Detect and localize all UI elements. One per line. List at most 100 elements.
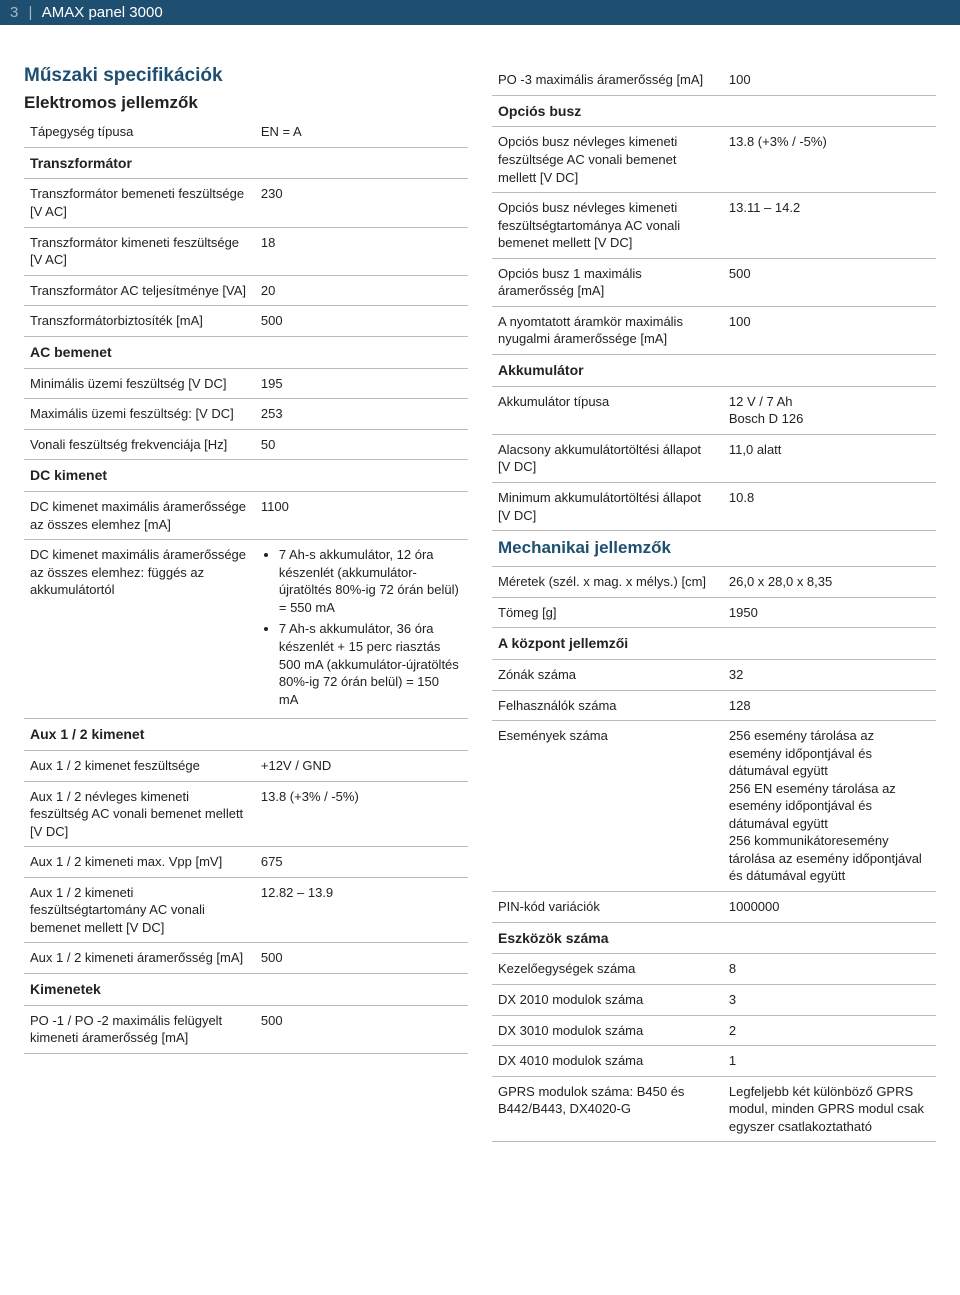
spec-value: 2 [723, 1015, 936, 1046]
spec-value: +12V / GND [255, 751, 468, 782]
spec-label: PO -1 / PO -2 maximális felügyelt kimene… [24, 1005, 255, 1053]
spec-label: Aux 1 / 2 kimenet feszültsége [24, 751, 255, 782]
spec-row: Maximális üzemi feszültség: [V DC]253 [24, 399, 468, 430]
spec-row: Tömeg [g]1950 [492, 597, 936, 628]
spec-subheader: AC bemenet [24, 336, 468, 368]
spec-row: PO -1 / PO -2 maximális felügyelt kimene… [24, 1005, 468, 1053]
spec-value: 1100 [255, 492, 468, 540]
spec-value: Legfeljebb két különböző GPRS modul, min… [723, 1076, 936, 1142]
spec-value: 7 Ah-s akkumulátor, 12 óra készenlét (ak… [255, 540, 468, 719]
spec-value: 12 V / 7 AhBosch D 126 [723, 386, 936, 434]
left-column: Műszaki specifikációk Elektromos jellemz… [24, 65, 468, 1142]
spec-bullet-item: 7 Ah-s akkumulátor, 36 óra készenlét + 1… [279, 620, 462, 708]
spec-row: Méretek (szél. x mag. x mélys.) [cm]26,0… [492, 567, 936, 598]
page-number: 3 [10, 4, 18, 21]
spec-subheader-label: A központ jellemzői [492, 628, 936, 660]
spec-subheader-label: Transzformátor [24, 147, 468, 179]
spec-label: Transzformátorbiztosíték [mA] [24, 306, 255, 337]
spec-label: Alacsony akkumulátortöltési állapot [V D… [492, 434, 723, 482]
spec-row: Opciós busz névleges kimeneti feszültség… [492, 127, 936, 193]
right-spec-table: PO -3 maximális áramerősség [mA]100Opció… [492, 65, 936, 1142]
spec-value: 1 [723, 1046, 936, 1077]
spec-row: Minimum akkumulátortöltési állapot [V DC… [492, 482, 936, 530]
spec-value: 675 [255, 847, 468, 878]
spec-label: Aux 1 / 2 névleges kimeneti feszültség A… [24, 781, 255, 847]
spec-row: Transzformátor AC teljesítménye [VA]20 [24, 275, 468, 306]
spec-row: Transzformátor bemeneti feszültsége [V A… [24, 179, 468, 227]
spec-label: PO -3 maximális áramerősség [mA] [492, 65, 723, 95]
spec-label: Maximális üzemi feszültség: [V DC] [24, 399, 255, 430]
spec-value: 195 [255, 368, 468, 399]
spec-subheader: DC kimenet [24, 460, 468, 492]
spec-row: Zónák száma32 [492, 660, 936, 691]
spec-value: 1000000 [723, 892, 936, 923]
spec-row: A nyomtatott áramkör maximális nyugalmi … [492, 306, 936, 354]
spec-label: Transzformátor AC teljesítménye [VA] [24, 275, 255, 306]
spec-subheader: A központ jellemzői [492, 628, 936, 660]
page-title: AMAX panel 3000 [42, 4, 163, 21]
spec-row: Események száma256 esemény tárolása az e… [492, 721, 936, 892]
spec-value: 12.82 – 13.9 [255, 877, 468, 943]
spec-subheader-label: Aux 1 / 2 kimenet [24, 719, 468, 751]
spec-subheader: Eszközök száma [492, 922, 936, 954]
spec-value: 32 [723, 660, 936, 691]
spec-label: Kezelőegységek száma [492, 954, 723, 985]
spec-row: Aux 1 / 2 névleges kimeneti feszültség A… [24, 781, 468, 847]
spec-label: Transzformátor kimeneti feszültsége [V A… [24, 227, 255, 275]
spec-row: Transzformátorbiztosíték [mA]500 [24, 306, 468, 337]
spec-row: Minimális üzemi feszültség [V DC]195 [24, 368, 468, 399]
spec-value: 230 [255, 179, 468, 227]
spec-label: Tápegység típusa [24, 117, 255, 147]
spec-row: DX 2010 modulok száma3 [492, 985, 936, 1016]
spec-row: Aux 1 / 2 kimeneti max. Vpp [mV]675 [24, 847, 468, 878]
spec-row: Transzformátor kimeneti feszültsége [V A… [24, 227, 468, 275]
spec-value: 128 [723, 690, 936, 721]
spec-value: 3 [723, 985, 936, 1016]
spec-section-heading: Mechanikai jellemzők [492, 531, 936, 567]
spec-value: 11,0 alatt [723, 434, 936, 482]
spec-label: Méretek (szél. x mag. x mélys.) [cm] [492, 567, 723, 598]
spec-value: 100 [723, 65, 936, 95]
spec-subheader-label: AC bemenet [24, 336, 468, 368]
spec-row: Opciós busz 1 maximális áramerősség [mA]… [492, 258, 936, 306]
top-separator: | [29, 4, 33, 21]
spec-value: 1950 [723, 597, 936, 628]
left-spec-table: Tápegység típusaEN = ATranszformátorTran… [24, 117, 468, 1054]
right-column: PO -3 maximális áramerősség [mA]100Opció… [492, 65, 936, 1142]
spec-row: Aux 1 / 2 kimeneti feszültségtartomány A… [24, 877, 468, 943]
spec-label: Opciós busz névleges kimeneti feszültség… [492, 127, 723, 193]
electrical-heading: Elektromos jellemzők [24, 93, 468, 113]
spec-value: 18 [255, 227, 468, 275]
spec-bullet-item: 7 Ah-s akkumulátor, 12 óra készenlét (ak… [279, 546, 462, 616]
spec-label: DX 3010 modulok száma [492, 1015, 723, 1046]
spec-label: PIN-kód variációk [492, 892, 723, 923]
spec-row: DX 3010 modulok száma2 [492, 1015, 936, 1046]
spec-label: Opciós busz névleges kimeneti feszültség… [492, 193, 723, 259]
spec-value: 50 [255, 429, 468, 460]
spec-subheader: Aux 1 / 2 kimenet [24, 719, 468, 751]
spec-label: A nyomtatott áramkör maximális nyugalmi … [492, 306, 723, 354]
spec-subheader-label: Kimenetek [24, 973, 468, 1005]
spec-row: Aux 1 / 2 kimeneti áramerősség [mA]500 [24, 943, 468, 974]
spec-subheader: Opciós busz [492, 95, 936, 127]
spec-label: Transzformátor bemeneti feszültsége [V A… [24, 179, 255, 227]
spec-row: Alacsony akkumulátortöltési állapot [V D… [492, 434, 936, 482]
spec-row: Aux 1 / 2 kimenet feszültsége+12V / GND [24, 751, 468, 782]
spec-label: Események száma [492, 721, 723, 892]
spec-label: Vonali feszültség frekvenciája [Hz] [24, 429, 255, 460]
spec-row: PO -3 maximális áramerősség [mA]100 [492, 65, 936, 95]
spec-value: 13.11 – 14.2 [723, 193, 936, 259]
spec-label: Felhasználók száma [492, 690, 723, 721]
spec-value: 500 [255, 943, 468, 974]
spec-label: Minimum akkumulátortöltési állapot [V DC… [492, 482, 723, 530]
spec-label: Aux 1 / 2 kimeneti feszültségtartomány A… [24, 877, 255, 943]
spec-label: Aux 1 / 2 kimeneti áramerősség [mA] [24, 943, 255, 974]
spec-value: 500 [255, 306, 468, 337]
spec-label: GPRS modulok száma: B450 és B442/B443, D… [492, 1076, 723, 1142]
spec-value: 256 esemény tárolása az esemény időpontj… [723, 721, 936, 892]
spec-value: 8 [723, 954, 936, 985]
spec-value: 100 [723, 306, 936, 354]
spec-label: Tömeg [g] [492, 597, 723, 628]
spec-label: DC kimenet maximális áramerőssége az öss… [24, 492, 255, 540]
spec-value: 500 [255, 1005, 468, 1053]
